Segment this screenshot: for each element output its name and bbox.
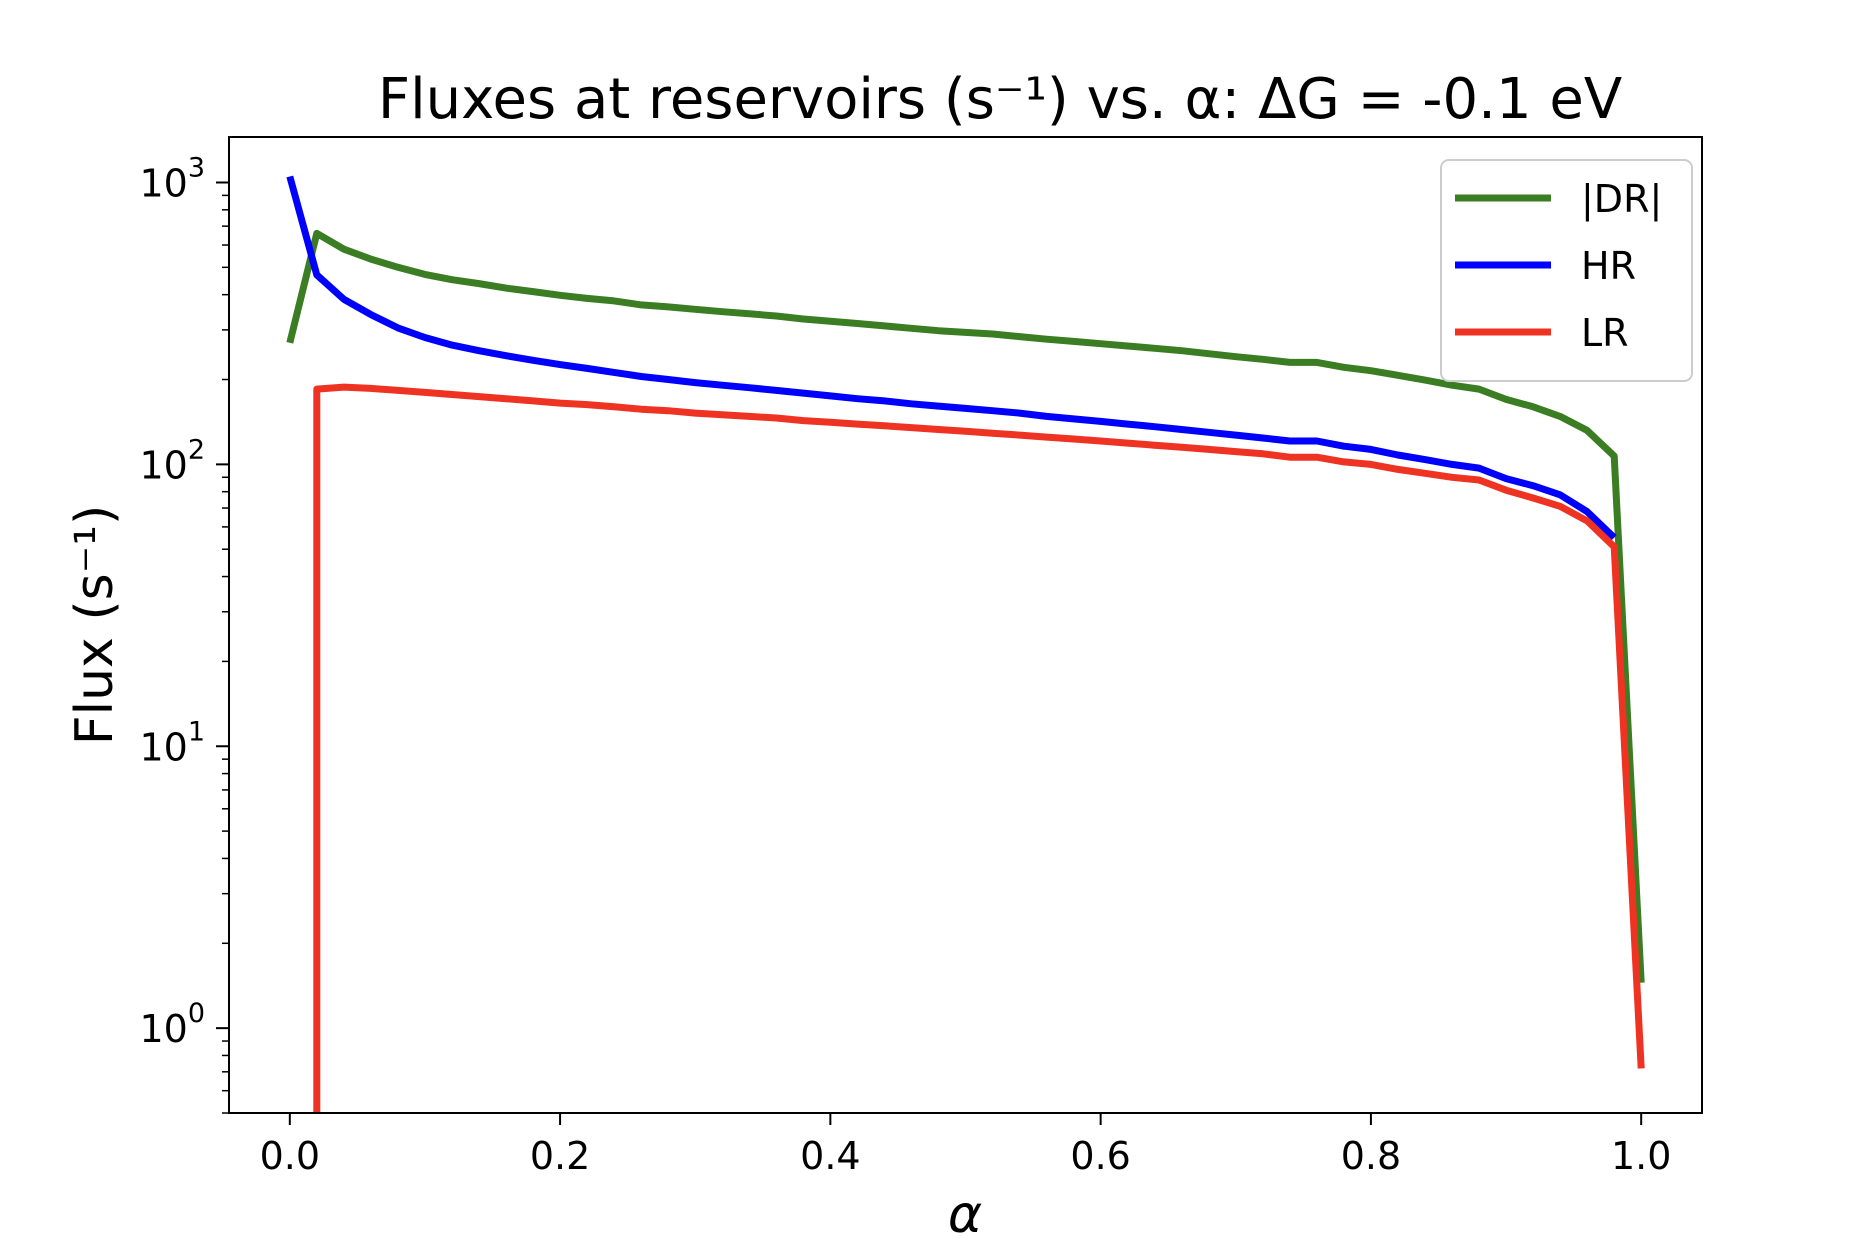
- y-tick-label: 103: [139, 152, 205, 205]
- legend-label: HR: [1581, 244, 1636, 288]
- legend-label: LR: [1581, 311, 1629, 355]
- x-tick-label: 0.8: [1341, 1134, 1401, 1178]
- x-tick-label: 0.4: [800, 1134, 860, 1178]
- x-axis-ticks: 0.0 0.2 0.4 0.6 0.8 1.0: [260, 1113, 1671, 1178]
- legend-label: |DR|: [1581, 177, 1662, 222]
- x-tick-label: 0.6: [1070, 1134, 1130, 1178]
- series-line-0: [286, 229, 1645, 983]
- x-tick-label: 1.0: [1611, 1134, 1671, 1178]
- series-line-2: [313, 383, 1645, 1113]
- y-axis-label: Flux (s⁻¹): [65, 505, 125, 746]
- x-tick-label: 0.2: [530, 1134, 590, 1178]
- y-tick-label: 100: [139, 998, 205, 1051]
- y-tick-label: 102: [139, 434, 205, 487]
- legend: |DR| HR LR: [1440, 159, 1693, 382]
- plot-lines: [286, 175, 1645, 1113]
- legend-box: [1440, 159, 1693, 382]
- plot-frame: [228, 136, 1703, 1114]
- x-axis-label: α: [948, 1185, 982, 1242]
- chart-title: Fluxes at reservoirs (s⁻¹) vs. α: ΔG = -…: [378, 67, 1622, 132]
- series-line-1: [286, 175, 1617, 541]
- y-axis-ticks: 100 101 102 103: [139, 152, 229, 1114]
- y-tick-label: 101: [139, 716, 205, 769]
- x-tick-label: 0.0: [260, 1134, 320, 1178]
